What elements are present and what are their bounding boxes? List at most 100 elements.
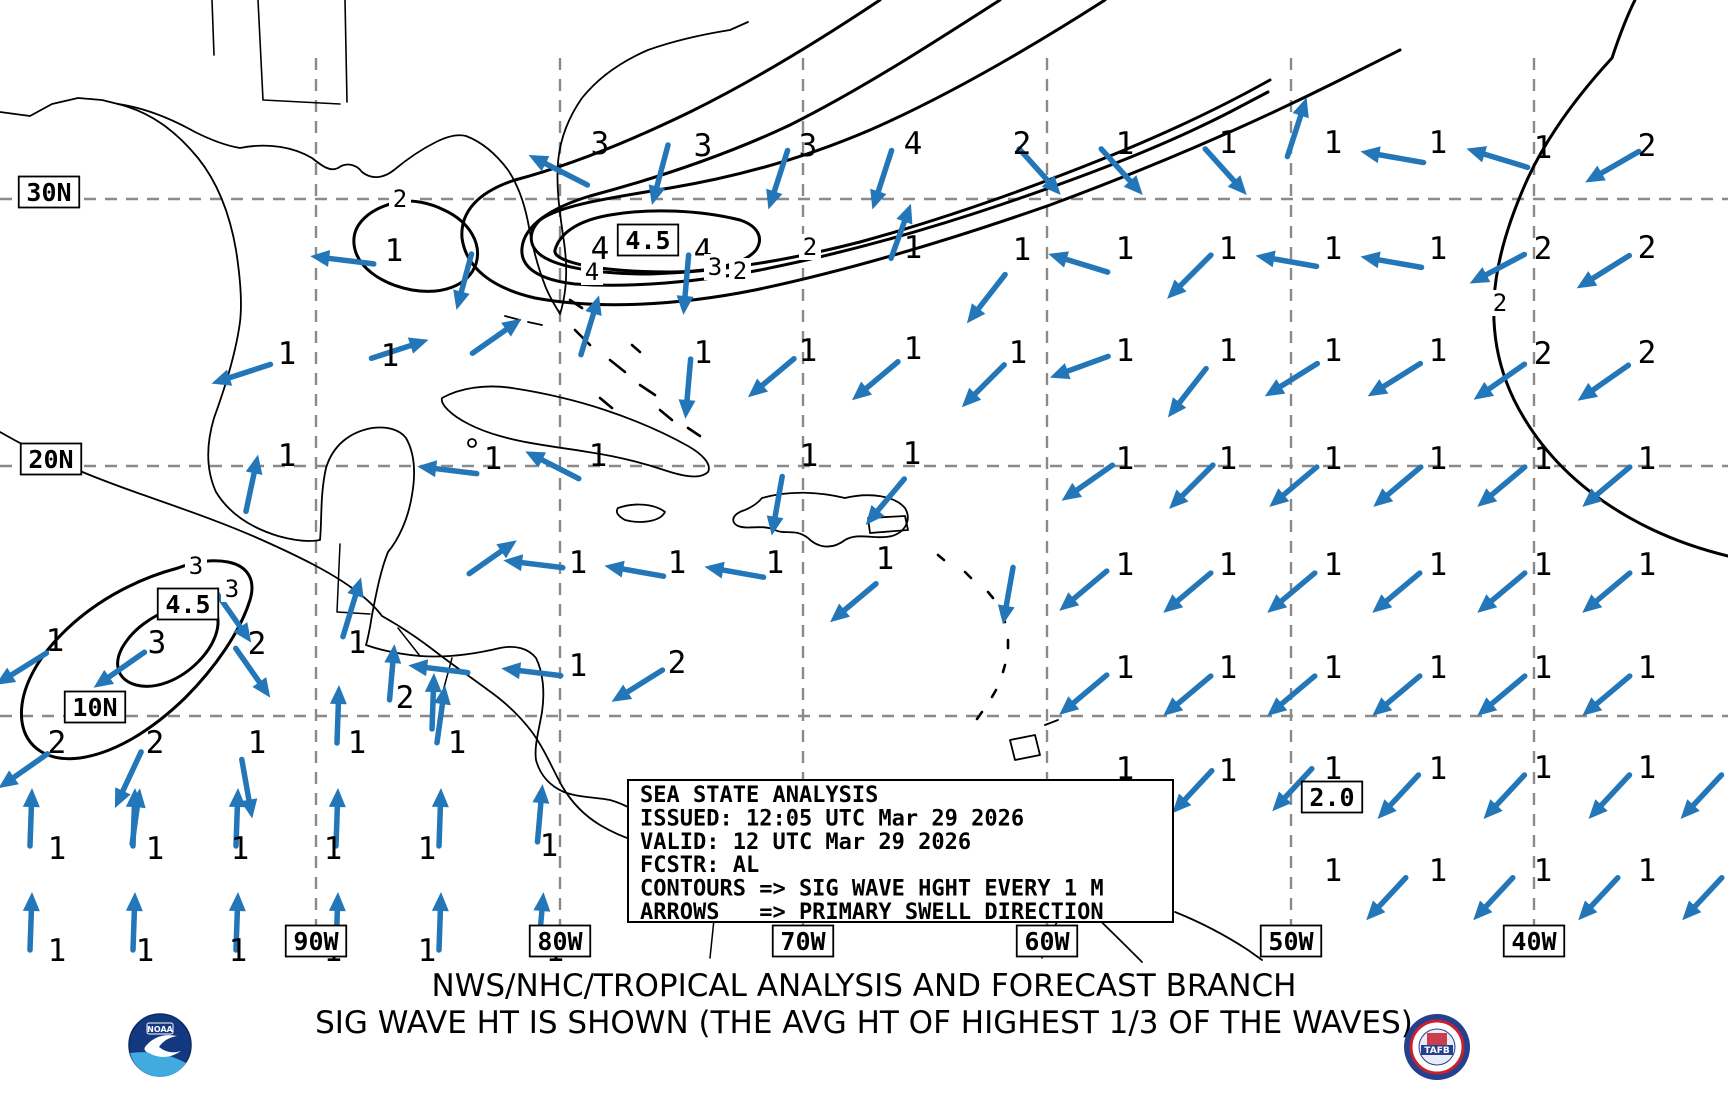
wave-height-value: 1 — [1324, 441, 1343, 477]
wave-height-value: 3 — [694, 128, 713, 164]
wave-height-value: 1 — [1324, 751, 1343, 787]
swell-arrow — [748, 355, 797, 398]
wave-height-value: 1 — [1219, 441, 1238, 477]
latitude-label-10N: 10N — [63, 690, 127, 724]
swell-arrow — [997, 564, 1016, 625]
info-box-line: ISSUED: 12:05 UTC Mar 29 2026 — [640, 806, 1024, 831]
wave-height-value: 1 — [540, 828, 559, 864]
coast-hispaniola — [732, 491, 909, 548]
svg-text:2.0: 2.0 — [1309, 783, 1354, 812]
contour-label-3: 3 — [185, 552, 207, 580]
swell-arrow — [1469, 251, 1528, 284]
wave-height-value: 1 — [136, 933, 155, 969]
swell-arrow — [328, 788, 346, 849]
swell-arrow — [611, 667, 666, 702]
swell-arrow — [453, 251, 475, 311]
swell-arrow — [340, 577, 364, 640]
wave-height-value: 4 — [904, 126, 923, 162]
swell-arrow — [1202, 146, 1247, 196]
wave-height-value: 1 — [448, 725, 467, 761]
swell-arrow — [424, 673, 442, 732]
wave-height-value: 2 — [396, 680, 415, 716]
swell-arrow — [233, 645, 271, 698]
swell-arrow — [966, 271, 1008, 324]
swell-arrow — [528, 155, 591, 188]
contour-label-2: 2 — [389, 185, 411, 213]
longitude-label-50W: 50W — [1259, 924, 1323, 958]
wave-height-value: 1 — [766, 545, 785, 581]
swell-arrow — [368, 337, 429, 362]
svg-text:2: 2 — [803, 233, 817, 261]
swell-arrow — [1582, 673, 1633, 716]
wave-height-numbers-layer: 3 3 3 4 2 1 1 1 1 1 21 4 4 1 1 1 1 1 1 2 21 1 1 1 1 1 1 1 1 1 2 21 1 1 1 1 1… — [46, 125, 1657, 969]
info-box-line: VALID: 12 UTC Mar 29 2026 — [640, 830, 971, 855]
wave-height-value: 1 — [46, 623, 65, 659]
wave-height-value: 1 — [1324, 333, 1343, 369]
svg-text:30N: 30N — [26, 178, 71, 207]
us-state-borders — [211, 0, 348, 105]
swell-arrow — [1059, 672, 1110, 715]
swell-arrow — [125, 892, 143, 953]
wave-height-value: 1 — [1638, 750, 1657, 786]
swell-arrow — [1585, 148, 1642, 183]
swell-arrow — [1588, 772, 1633, 819]
coast-trinidad — [1009, 719, 1059, 761]
swell-arrow — [22, 892, 40, 953]
contour-label-2: 2 — [729, 257, 751, 285]
wave-height-value: 1 — [1219, 333, 1238, 369]
swell-arrow — [1682, 875, 1725, 921]
contour-4m-closed — [553, 209, 761, 274]
swell-arrow — [676, 252, 694, 315]
swell-arrow — [243, 454, 263, 515]
wave-height-value: 1 — [1429, 547, 1448, 583]
swell-arrow — [417, 460, 480, 478]
swell-arrow — [1477, 570, 1528, 613]
contour-label-boxed-2.0: 2.0 — [1300, 780, 1364, 814]
wave-height-value: 1 — [324, 831, 343, 867]
coast-jamaica — [615, 503, 666, 523]
footer-title-line1: NWS/NHC/TROPICAL ANALYSIS AND FORECAST B… — [432, 968, 1297, 1004]
swell-arrow — [1483, 772, 1528, 819]
swell-arrow — [433, 685, 451, 746]
swell-arrow — [1061, 462, 1116, 501]
wave-height-value: 1 — [1534, 650, 1553, 686]
contour-label-2: 2 — [1489, 289, 1511, 317]
swell-arrow — [431, 788, 449, 849]
wave-height-value: 1 — [278, 336, 297, 372]
swell-arrow — [766, 473, 785, 536]
wave-height-value: 1 — [799, 333, 818, 369]
swell-arrow — [93, 649, 148, 688]
contour-label-boxed-4.5: 4.5 — [156, 587, 220, 621]
swell-arrow — [125, 788, 143, 849]
swell-arrow — [329, 685, 347, 746]
swell-arrow — [648, 142, 671, 205]
swell-arrow — [1576, 252, 1633, 289]
wave-height-value: 2 — [1638, 128, 1657, 164]
wave-height-value: 1 — [569, 648, 588, 684]
swell-arrow — [0, 751, 51, 789]
wave-height-value: 1 — [1009, 335, 1028, 371]
wave-height-value: 1 — [1534, 853, 1553, 889]
latlon-gridlines — [0, 58, 1728, 958]
swell-arrows-layer — [0, 97, 1725, 953]
swell-arrow — [1373, 464, 1424, 507]
swell-arrow — [1473, 875, 1516, 921]
swell-arrow — [525, 451, 582, 482]
swell-arrow — [1267, 570, 1318, 613]
wave-height-value: 1 — [1116, 547, 1135, 583]
swell-arrow — [961, 362, 1007, 408]
info-box-line: CONTOURS => SIG WAVE HGHT EVERY 1 M — [640, 877, 1104, 902]
svg-text:4.5: 4.5 — [625, 226, 670, 255]
wave-height-value: 1 — [1534, 441, 1553, 477]
swell-arrow — [1360, 146, 1427, 166]
swell-arrow — [503, 554, 566, 572]
swell-arrow — [1582, 464, 1633, 507]
wave-height-value: 1 — [348, 625, 367, 661]
info-box-frame — [627, 779, 1174, 923]
wave-height-value: 1 — [385, 233, 404, 269]
contour-label-4: 4 — [581, 258, 603, 286]
wave-height-value: 1 — [1219, 547, 1238, 583]
wave-height-value: 1 — [381, 338, 400, 374]
